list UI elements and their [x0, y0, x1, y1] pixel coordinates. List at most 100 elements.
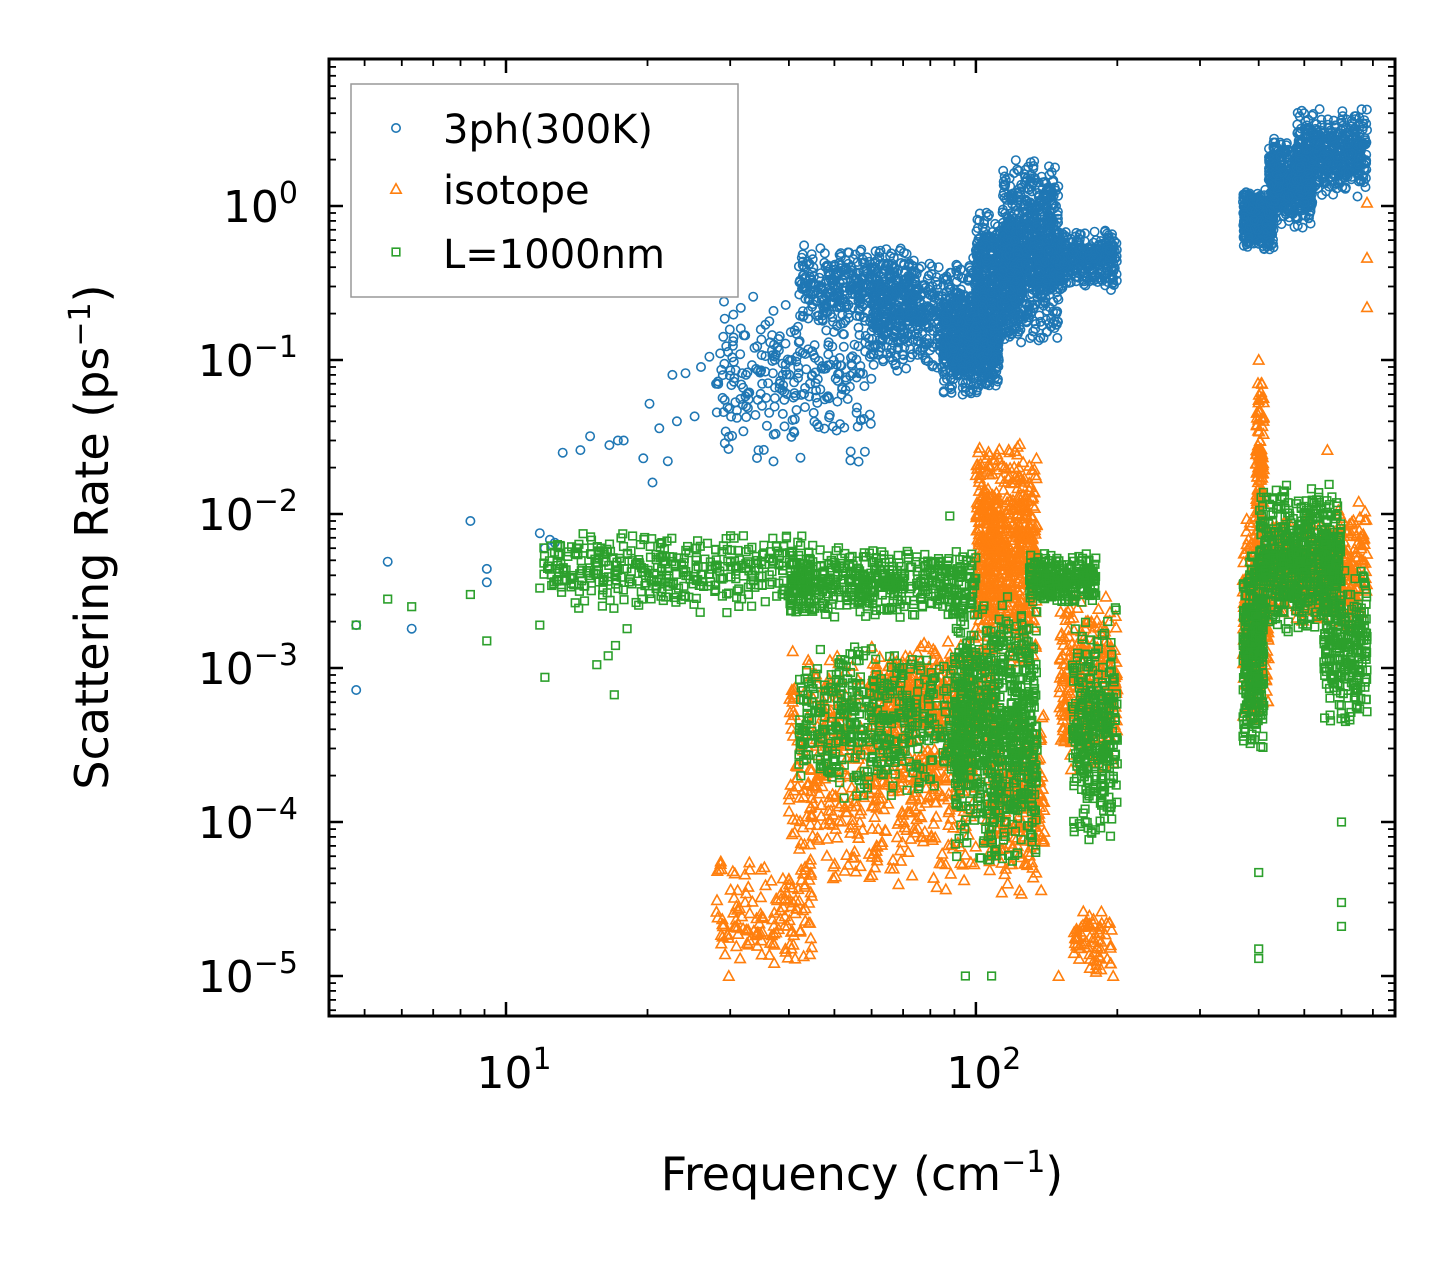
circle-marker [835, 248, 846, 259]
circle-marker [882, 258, 893, 269]
circle-marker [851, 285, 862, 296]
circle-marker [831, 267, 842, 278]
circle-marker [916, 261, 927, 272]
circle-marker [804, 295, 815, 306]
circle-marker [738, 426, 749, 437]
circle-marker [834, 249, 845, 260]
circle-marker [780, 299, 791, 310]
circle-marker [740, 330, 751, 341]
circle-marker [752, 394, 763, 405]
circle-marker [808, 349, 819, 360]
circle-marker [743, 394, 754, 405]
circle-marker [952, 261, 963, 272]
circle-marker [842, 393, 853, 404]
circle-marker [768, 305, 779, 316]
circle-marker [843, 258, 854, 269]
circle-marker [845, 446, 856, 457]
circle-marker [869, 263, 880, 274]
circle-marker [854, 282, 865, 293]
circle-marker [723, 431, 734, 442]
circle-marker [854, 276, 865, 287]
circle-marker [840, 315, 851, 326]
circle-marker [799, 402, 810, 413]
circle-marker [892, 365, 903, 376]
circle-marker [825, 298, 836, 309]
circle-marker [851, 407, 862, 418]
circle-marker [779, 421, 790, 432]
circle-marker [791, 404, 802, 415]
circle-marker [814, 280, 825, 291]
circle-marker [750, 409, 761, 420]
circle-marker [735, 302, 746, 313]
circle-marker [855, 415, 866, 426]
circle-marker [809, 340, 820, 351]
circle-marker [824, 269, 835, 280]
circle-marker [807, 267, 818, 278]
circle-marker [724, 370, 735, 381]
circle-marker [726, 411, 737, 422]
circle-marker [824, 412, 835, 423]
circle-marker [793, 368, 804, 379]
circle-marker [856, 244, 867, 255]
circle-marker [777, 385, 788, 396]
circle-marker [914, 263, 925, 274]
circle-marker [851, 310, 862, 321]
circle-marker [838, 341, 849, 352]
circle-marker [799, 278, 810, 289]
circle-marker [761, 420, 772, 431]
circle-marker [851, 372, 862, 383]
circle-marker [822, 360, 833, 371]
circle-marker [951, 265, 962, 276]
circle-marker [717, 370, 728, 381]
circle-marker [858, 312, 869, 323]
circle-marker [859, 381, 870, 392]
circle-marker [851, 402, 862, 413]
circle-marker [780, 365, 791, 376]
circle-marker [774, 331, 785, 342]
circle-marker [743, 387, 754, 398]
circle-marker [850, 249, 861, 260]
circle-marker [789, 388, 800, 399]
circle-marker [741, 412, 752, 423]
circle-marker [792, 321, 803, 332]
circle-marker [832, 375, 843, 386]
circle-marker [717, 392, 728, 403]
circle-marker [834, 352, 845, 363]
circle-marker [793, 362, 804, 373]
circle-marker [756, 334, 767, 345]
circle-marker [748, 291, 759, 302]
circle-marker [810, 378, 821, 389]
circle-marker [933, 262, 944, 273]
circle-marker [815, 384, 826, 395]
circle-marker [844, 381, 855, 392]
circle-marker [853, 456, 864, 467]
circle-marker [845, 285, 856, 296]
circle-marker [758, 444, 769, 455]
circle-marker [838, 329, 849, 340]
circle-marker [823, 337, 834, 348]
circle-marker [721, 341, 732, 352]
circle-marker [712, 376, 723, 387]
circle-marker [728, 336, 739, 347]
circle-marker [819, 248, 830, 259]
circle-marker [901, 248, 912, 259]
circle-marker [839, 422, 850, 433]
circle-marker [813, 310, 824, 321]
circle-marker [805, 289, 816, 300]
circle-marker [819, 394, 830, 405]
circle-marker [868, 262, 879, 273]
circle-marker [792, 372, 803, 383]
circle-marker [764, 316, 775, 327]
circle-marker [865, 418, 876, 429]
circle-marker [731, 412, 742, 423]
circle-marker [845, 265, 856, 276]
circle-marker [857, 257, 868, 268]
circle-marker [742, 388, 753, 399]
circle-marker [800, 382, 811, 393]
circle-marker [832, 396, 843, 407]
circle-marker [811, 385, 822, 396]
circle-marker [847, 302, 858, 313]
circle-marker [804, 391, 815, 402]
circle-marker [797, 347, 808, 358]
